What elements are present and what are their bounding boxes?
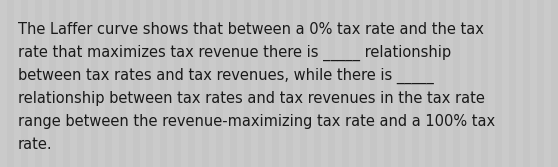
Bar: [230, 0, 237, 167]
Bar: [167, 0, 174, 167]
Bar: [460, 0, 468, 167]
Bar: [153, 0, 161, 167]
Text: between tax rates and tax revenues, while there is _____: between tax rates and tax revenues, whil…: [18, 68, 434, 84]
Bar: [356, 0, 363, 167]
Text: relationship between tax rates and tax revenues in the tax rate: relationship between tax rates and tax r…: [18, 91, 485, 106]
Bar: [391, 0, 397, 167]
Bar: [397, 0, 405, 167]
Bar: [405, 0, 411, 167]
Bar: [56, 0, 62, 167]
Bar: [146, 0, 153, 167]
Bar: [293, 0, 300, 167]
Bar: [509, 0, 516, 167]
Bar: [425, 0, 432, 167]
Bar: [84, 0, 90, 167]
Bar: [377, 0, 384, 167]
Bar: [14, 0, 21, 167]
Bar: [140, 0, 146, 167]
Bar: [188, 0, 195, 167]
Text: The Laffer curve shows that between a 0% tax rate and the tax: The Laffer curve shows that between a 0%…: [18, 22, 484, 37]
Bar: [537, 0, 544, 167]
Text: range between the revenue-maximizing tax rate and a 100% tax: range between the revenue-maximizing tax…: [18, 114, 495, 129]
Bar: [70, 0, 76, 167]
Bar: [217, 0, 223, 167]
Bar: [112, 0, 118, 167]
Bar: [502, 0, 509, 167]
Bar: [446, 0, 453, 167]
Bar: [223, 0, 230, 167]
Bar: [28, 0, 35, 167]
Bar: [474, 0, 481, 167]
Bar: [523, 0, 530, 167]
Bar: [202, 0, 209, 167]
Bar: [439, 0, 446, 167]
Bar: [244, 0, 251, 167]
Bar: [384, 0, 391, 167]
Bar: [209, 0, 217, 167]
Bar: [335, 0, 341, 167]
Bar: [133, 0, 140, 167]
Bar: [341, 0, 349, 167]
Bar: [468, 0, 474, 167]
Bar: [90, 0, 98, 167]
Bar: [174, 0, 181, 167]
Bar: [544, 0, 551, 167]
Bar: [286, 0, 293, 167]
Bar: [35, 0, 42, 167]
Bar: [181, 0, 188, 167]
Bar: [530, 0, 537, 167]
Bar: [161, 0, 167, 167]
Bar: [516, 0, 523, 167]
Bar: [369, 0, 377, 167]
Bar: [328, 0, 335, 167]
Bar: [98, 0, 104, 167]
Bar: [321, 0, 328, 167]
Bar: [0, 0, 7, 167]
Bar: [126, 0, 133, 167]
Text: rate that maximizes tax revenue there is _____ relationship: rate that maximizes tax revenue there is…: [18, 45, 451, 61]
Bar: [237, 0, 244, 167]
Bar: [49, 0, 56, 167]
Bar: [195, 0, 202, 167]
Bar: [7, 0, 14, 167]
Bar: [418, 0, 426, 167]
Bar: [118, 0, 126, 167]
Bar: [349, 0, 356, 167]
Bar: [496, 0, 502, 167]
Bar: [307, 0, 314, 167]
Bar: [251, 0, 258, 167]
Bar: [272, 0, 279, 167]
Bar: [363, 0, 369, 167]
Bar: [42, 0, 49, 167]
Bar: [21, 0, 28, 167]
Bar: [551, 0, 558, 167]
Bar: [62, 0, 70, 167]
Bar: [314, 0, 321, 167]
Bar: [453, 0, 460, 167]
Bar: [258, 0, 265, 167]
Bar: [411, 0, 418, 167]
Bar: [265, 0, 272, 167]
Bar: [279, 0, 286, 167]
Bar: [105, 0, 112, 167]
Bar: [481, 0, 488, 167]
Text: rate.: rate.: [18, 137, 52, 152]
Bar: [488, 0, 496, 167]
Bar: [300, 0, 307, 167]
Bar: [76, 0, 84, 167]
Bar: [432, 0, 440, 167]
